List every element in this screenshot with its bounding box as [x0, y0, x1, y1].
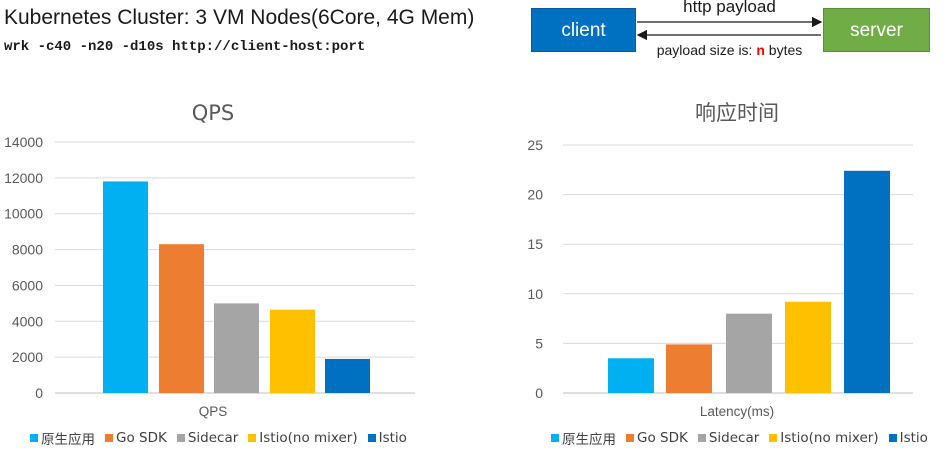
qps-ytick-label: 6000 [12, 277, 43, 293]
qps-legend-swatch [367, 434, 376, 442]
qps-legend: 原生应用 Go SDK Sidecar Istio(no mixer) Istio [30, 428, 407, 448]
latency-legend-item-istio-no-mixer: Istio(no mixer) [769, 428, 879, 448]
qps-legend-swatch [105, 434, 113, 442]
latency-legend-item-go-sdk: Go SDK [626, 428, 688, 448]
latency-ytick-label: 15 [527, 236, 543, 252]
latency-ytick-label: 0 [535, 385, 543, 401]
latency-bar-go-sdk [666, 344, 712, 393]
qps-ytick-label: 10000 [4, 206, 43, 222]
latency-legend: 原生应用 Go SDK Sidecar Istio(no mixer) Istio [551, 428, 928, 448]
latency-legend-swatch [626, 434, 634, 442]
qps-ytick-label: 12000 [4, 170, 43, 186]
qps-ytick-label: 4000 [12, 313, 43, 329]
qps-ytick-label: 8000 [12, 242, 43, 258]
latency-legend-swatch [769, 434, 778, 442]
latency-legend-item-sidecar: Sidecar [697, 428, 760, 448]
qps-legend-item-go-sdk: Go SDK [105, 428, 167, 448]
latency-ytick-label: 25 [527, 137, 543, 153]
server-box: server [823, 8, 930, 52]
request-flow-diagram: client server http payload payload size … [0, 0, 948, 70]
qps-legend-item-istio: Istio [367, 428, 407, 448]
qps-legend-label: Istio(no mixer) [259, 430, 358, 446]
qps-bar-go-sdk [159, 244, 204, 393]
latency-legend-swatch [888, 434, 897, 442]
latency-bar-native-app [608, 358, 654, 393]
qps-ytick-label: 2000 [12, 349, 43, 365]
qps-legend-label: Go SDK [116, 430, 167, 446]
payload-size-prefix: payload size is: [656, 42, 757, 58]
latency-legend-swatch [697, 434, 706, 442]
latency-chart-title: 响应时间 [695, 101, 779, 125]
latency-ytick-label: 10 [527, 286, 543, 302]
qps-bar-istio [325, 358, 370, 393]
qps-legend-item-sidecar: Sidecar [176, 428, 239, 448]
qps-bar-native-app [103, 181, 148, 393]
page-title: Kubernetes Cluster: 3 VM Nodes(6Core, 4G… [4, 6, 475, 29]
latency-legend-swatch [551, 434, 559, 442]
qps-legend-swatch [248, 434, 257, 442]
latency-legend-label: Sidecar [708, 430, 760, 446]
benchmark-command: wrk -c40 -n20 -d10s http://client-host:p… [4, 39, 366, 55]
latency-bar-sidecar [726, 313, 772, 393]
latency-xaxis-label: Latency(ms) [700, 404, 774, 419]
qps-xaxis-label: QPS [199, 404, 228, 419]
qps-legend-label: Istio [378, 430, 407, 446]
latency-legend-label: Istio(no mixer) [780, 430, 879, 446]
payload-size-label: payload size is: n bytes [636, 42, 823, 58]
qps-ytick-label: 14000 [4, 134, 43, 150]
qps-legend-item-native-app: 原生应用 [30, 428, 95, 448]
qps-ytick-label: 0 [35, 385, 43, 401]
flow-arrows [636, 16, 823, 41]
qps-legend-label: Sidecar [187, 430, 239, 446]
latency-ytick-label: 20 [527, 187, 543, 203]
qps-legend-swatch [30, 434, 38, 442]
qps-legend-label: 原生应用 [41, 432, 95, 448]
qps-bar-sidecar [214, 303, 259, 393]
http-payload-label: http payload [683, 0, 776, 16]
client-box: client [531, 8, 636, 52]
payload-size-suffix: bytes [764, 42, 803, 58]
latency-legend-item-istio: Istio [888, 428, 928, 448]
latency-legend-label: 原生应用 [562, 432, 616, 448]
latency-bar-istio-no-mixer [785, 301, 831, 393]
qps-bar-istio-no-mixer [270, 309, 315, 393]
latency-bar-istio [844, 170, 890, 393]
payload-size-n: n [756, 42, 765, 58]
latency-legend-label: Go SDK [637, 430, 688, 446]
qps-legend-swatch [176, 434, 185, 442]
qps-chart-title: QPS [192, 101, 235, 125]
latency-legend-label: Istio [899, 430, 928, 446]
qps-legend-item-istio-no-mixer: Istio(no mixer) [248, 428, 358, 448]
latency-ytick-label: 5 [535, 335, 543, 351]
latency-legend-item-native-app: 原生应用 [551, 428, 616, 448]
